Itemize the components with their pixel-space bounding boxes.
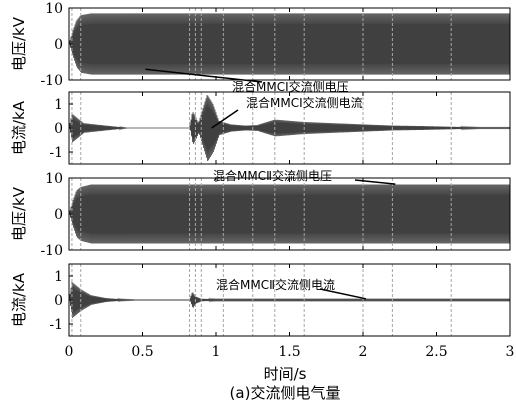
series-waveform — [69, 94, 510, 162]
annotation-leader — [354, 179, 396, 185]
y-tick-label: -1 — [49, 145, 63, 161]
y-axis-label: 电压/kV — [10, 186, 28, 241]
y-tick-label: 10 — [45, 1, 63, 17]
panel-1: -10 0 10 电压/kV 混合MMCⅠ交流侧电压 — [10, 1, 511, 94]
panel-3: -10 0 10 电压/kV 混合MMCⅡ交流侧电压 — [10, 168, 511, 259]
x-tick-label: 1 — [212, 344, 221, 360]
annotation-label: 混合MMCⅠ交流侧电压 — [232, 79, 349, 94]
y-tick-label: 1 — [54, 97, 63, 113]
y-tick-label: 0 — [54, 37, 63, 53]
x-tick-label: 0 — [65, 344, 74, 360]
y-tick-label: 0 — [54, 207, 63, 223]
annotation-leader — [319, 288, 367, 300]
x-tick-label: 1.5 — [278, 344, 300, 360]
annotation-label: 混合MMCⅡ交流侧电流 — [216, 277, 335, 292]
panel-2: -1 0 1 电流/kA 混合MMCⅠ交流侧电流 — [10, 91, 511, 165]
y-axis-label: 电流/kA — [10, 272, 28, 327]
y-tick-label: 0 — [54, 121, 63, 137]
y-tick-label: 1 — [54, 269, 63, 285]
figure-caption: (a)交流侧电气量 — [230, 384, 341, 402]
series-waveform — [69, 13, 510, 75]
y-tick-label: -1 — [49, 317, 63, 333]
x-tick-label: 0.5 — [131, 344, 153, 360]
series-waveform — [69, 282, 510, 318]
x-tick-label: 2.5 — [425, 344, 447, 360]
y-tick-label: -10 — [40, 243, 63, 259]
x-axis-label: 时间/s — [264, 365, 307, 383]
panel-4: -1 0 1 电流/kA 混合MMCⅡ交流侧电流 — [10, 263, 511, 337]
series-waveform — [69, 184, 510, 244]
y-axis-label: 电压/kV — [10, 16, 28, 71]
x-tick-label: 3 — [506, 344, 515, 360]
x-tick-label: 2 — [359, 344, 368, 360]
y-tick-label: 10 — [45, 171, 63, 187]
annotation-label: 混合MMCⅡ交流侧电压 — [213, 168, 332, 183]
annotation-leader — [145, 68, 263, 83]
annotation-leader — [211, 109, 239, 129]
y-tick-label: -10 — [40, 73, 63, 89]
y-axis-label: 电流/kA — [10, 100, 28, 155]
y-tick-label: 0 — [54, 293, 63, 309]
annotation-label: 混合MMCⅠ交流侧电流 — [246, 95, 363, 110]
